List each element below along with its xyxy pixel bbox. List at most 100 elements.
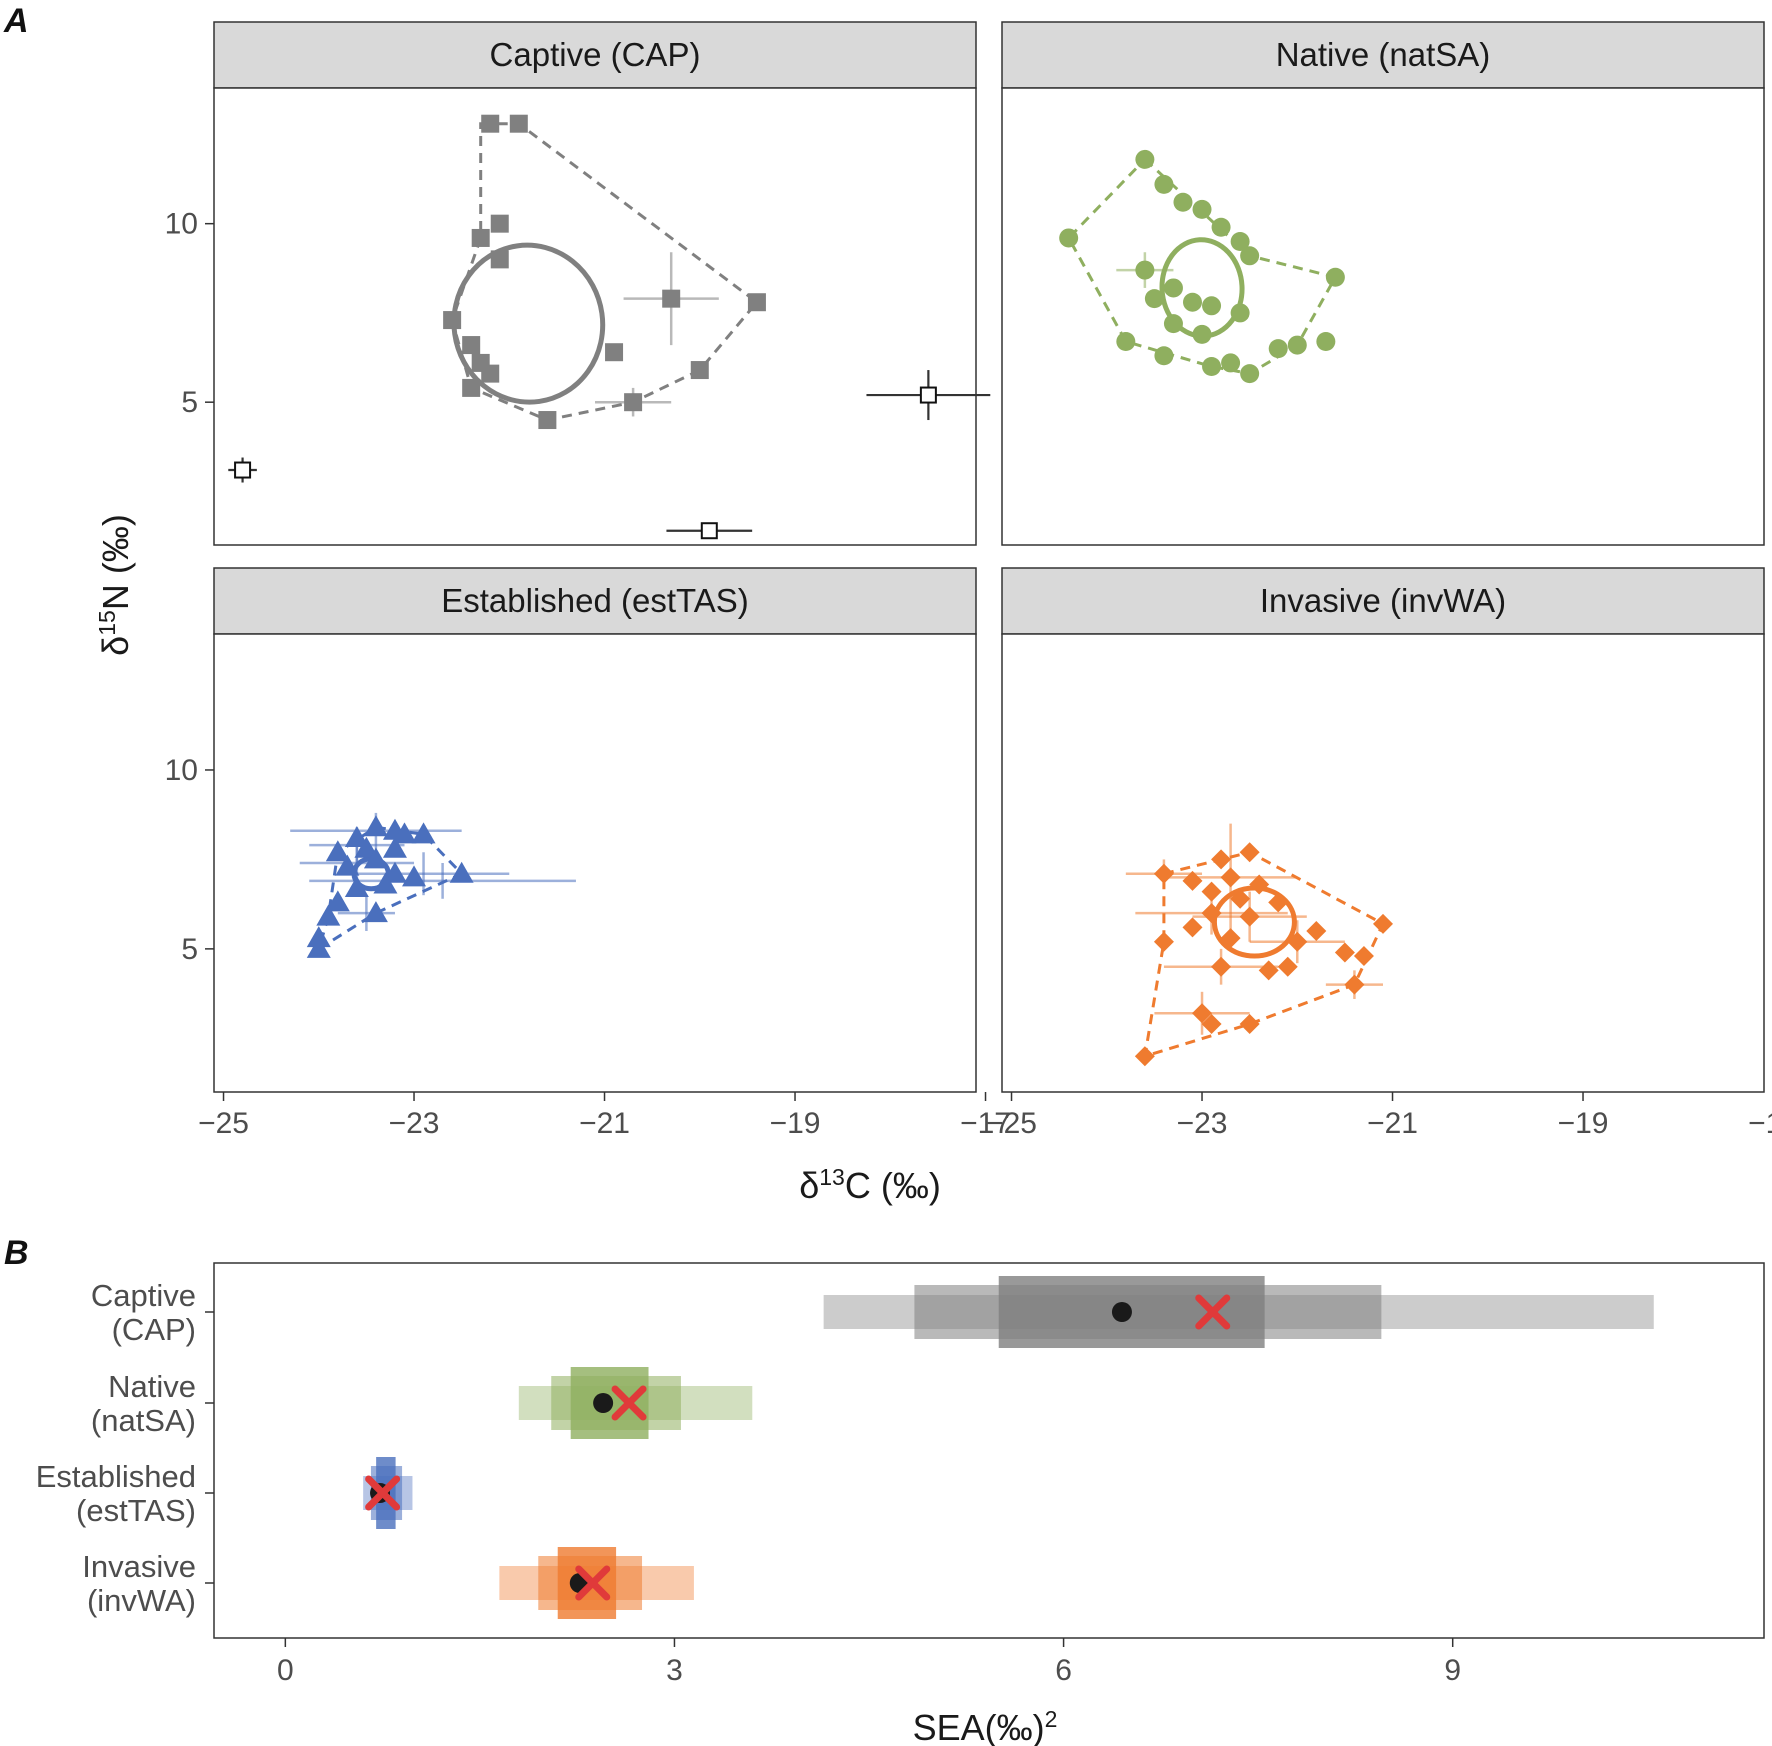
data-point	[690, 361, 709, 380]
source-point	[700, 522, 718, 540]
sea-row	[499, 1547, 694, 1619]
data-point	[1373, 913, 1393, 934]
data-point	[1201, 881, 1222, 902]
data-point	[316, 904, 341, 926]
data-point	[1182, 870, 1203, 891]
data-point	[1182, 917, 1203, 938]
facet-native: Native (natSA)	[1001, 21, 1765, 546]
sea-ellipse	[451, 242, 606, 405]
data-point	[402, 865, 427, 887]
x-axis-title-b: SEA(‰)2	[913, 1706, 1058, 1746]
x-tick-label: −25	[198, 1107, 249, 1140]
convex-hull	[1143, 850, 1385, 1059]
data-point	[1277, 956, 1298, 977]
data-point	[449, 861, 474, 883]
data-point	[1268, 339, 1288, 359]
panel-b-plot: Captive(CAP) Native(natSA) Established(est…	[36, 1262, 1765, 1687]
facet-content	[1125, 823, 1393, 1067]
x-axis-title-a: δ13C (‰)	[799, 1164, 941, 1206]
ml-estimate-cross	[611, 1385, 647, 1421]
mode-point	[1111, 1302, 1132, 1322]
facet-strip	[213, 21, 977, 89]
data-point	[605, 343, 624, 362]
x-axis-right: −25 −23 −21 −19 −17	[986, 1092, 1772, 1140]
data-point	[344, 876, 369, 898]
category-label-line2: (CAP)	[112, 1312, 196, 1347]
facet-content	[290, 812, 576, 958]
data-point	[363, 847, 388, 869]
x-tick-label: 3	[666, 1654, 683, 1687]
facet-strip-label: Captive (CAP)	[490, 36, 701, 73]
data-point	[392, 822, 417, 844]
data-point	[443, 311, 462, 330]
ml-estimate-cross	[1195, 1294, 1231, 1330]
panel-a-letter: A	[3, 2, 29, 40]
data-point	[1173, 192, 1193, 212]
data-point	[1153, 931, 1174, 952]
facet-strip	[1001, 21, 1765, 89]
y-tick-label: 10	[165, 754, 198, 787]
data-point	[1154, 346, 1174, 366]
facet-strip-label: Invasive (invWA)	[1260, 582, 1506, 619]
data-point	[1154, 174, 1174, 194]
data-point	[1306, 920, 1327, 941]
sea-row	[363, 1457, 413, 1529]
ml-estimate-cross	[575, 1565, 611, 1601]
data-point	[538, 411, 557, 430]
data-point	[1230, 232, 1250, 252]
data-point	[306, 926, 331, 948]
data-point	[462, 336, 481, 355]
sea-row	[518, 1367, 753, 1439]
facet-invasive: Invasive (invWA)	[1001, 567, 1765, 1093]
category-label-line1: Invasive	[82, 1549, 196, 1584]
data-point	[624, 393, 643, 412]
y-axis-top: 5 10	[165, 208, 214, 419]
source-point	[919, 386, 937, 404]
data-point	[1201, 1014, 1222, 1035]
source-point	[234, 461, 252, 479]
facet-strip-label: Native (natSA)	[1276, 36, 1491, 73]
data-point	[1192, 324, 1212, 344]
data-point	[373, 872, 398, 894]
facet-established: Established (estTAS)	[213, 567, 977, 1093]
data-point	[1220, 867, 1241, 888]
x-tick-label: −19	[770, 1107, 821, 1140]
data-point	[662, 289, 681, 308]
facet-content	[228, 114, 991, 540]
category-label-line1: Captive	[91, 1278, 196, 1313]
data-point	[1202, 296, 1222, 316]
x-tick-label: −19	[1558, 1107, 1609, 1140]
x-tick-label: −21	[1367, 1107, 1418, 1140]
x-tick-label: −23	[389, 1107, 440, 1140]
data-point	[1334, 942, 1355, 963]
data-point	[344, 825, 369, 847]
data-point	[1239, 842, 1260, 863]
panel-b-letter: B	[4, 1234, 29, 1272]
data-point	[363, 901, 388, 923]
data-point	[509, 114, 528, 133]
data-point	[1116, 331, 1136, 351]
y-tick-label: 10	[165, 208, 198, 241]
x-tick-label: −25	[986, 1107, 1037, 1140]
data-point	[1287, 931, 1308, 952]
data-point	[325, 840, 350, 862]
x-tick-label: 0	[277, 1654, 294, 1687]
data-point	[354, 836, 379, 858]
data-point	[462, 378, 481, 397]
data-point	[1192, 1003, 1213, 1024]
data-point	[382, 861, 407, 883]
data-point	[1211, 217, 1231, 237]
data-point	[481, 114, 500, 133]
data-point	[1163, 314, 1183, 334]
facet-panel	[1001, 87, 1765, 546]
data-point	[1221, 353, 1241, 373]
data-point	[1240, 364, 1260, 384]
data-point	[306, 936, 331, 958]
data-point	[1239, 906, 1260, 927]
data-point	[1144, 289, 1164, 309]
data-point	[490, 250, 509, 269]
data-point	[1220, 928, 1241, 949]
data-point	[1258, 960, 1279, 981]
data-point	[1316, 331, 1336, 351]
data-point	[1183, 292, 1202, 312]
